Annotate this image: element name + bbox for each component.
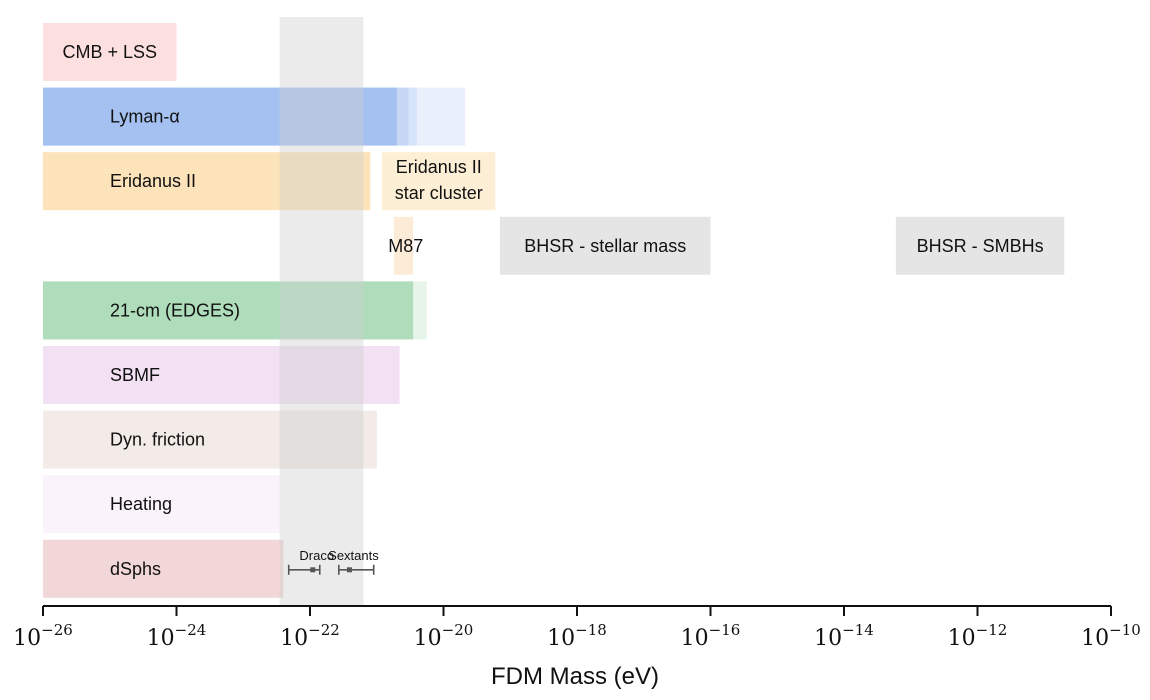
- bar-bhsr-smbhs-0: [895, 216, 1065, 275]
- bar-lyman-2: [43, 87, 417, 146]
- x-axis-label: FDM Mass (eV): [491, 663, 659, 690]
- bar-21-cm-edges-0: [43, 281, 414, 340]
- error-bar-center: [310, 567, 316, 573]
- error-bar-center: [346, 567, 352, 573]
- label-lyman: Lyman-α: [110, 107, 180, 127]
- x-tick-label: 10−12: [948, 621, 1008, 651]
- x-tick-label: 10−22: [280, 621, 340, 651]
- error-bar-draco: Draco: [287, 548, 334, 575]
- label-cmb-lss: CMB + LSS: [62, 42, 157, 62]
- label-m87: M87: [388, 236, 423, 256]
- label-sbmf: SBMF: [110, 365, 160, 385]
- label-bhsr-stellar-mass: BHSR - stellar mass: [524, 236, 686, 256]
- label-eridanus-ii-star-cluster-line-1: star cluster: [395, 183, 483, 203]
- bar-dyn-friction-0: [43, 410, 377, 469]
- label-eridanus-ii: Eridanus II: [110, 171, 196, 191]
- label-dsphs: dSphs: [110, 559, 161, 579]
- x-tick-label: 10−18: [547, 621, 607, 651]
- label-heating: Heating: [110, 494, 172, 514]
- x-tick-label: 10−20: [414, 621, 474, 651]
- bar-lyman-1: [43, 87, 409, 146]
- labels-layer: CMB + LSS Lyman-α Eridanus II Eridanus II st…: [62, 42, 1043, 579]
- bar-sbmf-0: [43, 346, 400, 404]
- shaded-region: [279, 17, 364, 606]
- bar-eridanus-ii-0: [43, 152, 371, 211]
- label-dyn-friction: Dyn. friction: [110, 430, 205, 450]
- bar-m87-0: [393, 216, 414, 275]
- bar-lyman-0: [43, 87, 397, 146]
- x-axis: 10−26 10−24 10−22 10−20 10−18 10−16 10−14 10−12…: [13, 605, 1141, 651]
- label-21-cm-edges: 21-cm (EDGES): [110, 300, 240, 320]
- shaded-region-layer: [279, 17, 364, 606]
- x-tick-label: 10−26: [13, 621, 73, 651]
- x-tick-label: 10−16: [681, 621, 741, 651]
- bar-bhsr-stellar-mass-0: [499, 216, 711, 275]
- error-bar-label-draco: Draco: [299, 548, 334, 563]
- bars-layer: [43, 23, 1065, 598]
- x-tick-label: 10−10: [1081, 621, 1141, 651]
- bar-heating-0: [43, 475, 280, 534]
- label-bhsr-smbhs: BHSR - SMBHs: [917, 236, 1044, 256]
- label-eridanus-ii-star-cluster-line-0: Eridanus II: [396, 157, 482, 177]
- bar-21-cm-edges-1: [43, 281, 427, 340]
- bar-eridanus-ii-star-cluster-0: [382, 152, 496, 211]
- bar-cmb-lss-0: [43, 23, 177, 81]
- bar-lyman-3: [43, 87, 465, 146]
- x-tick-label: 10−14: [814, 621, 874, 651]
- error-bar-sextants: Sextants: [328, 548, 379, 575]
- bar-dsphs-0: [43, 539, 284, 598]
- error-bar-label-sextants: Sextants: [328, 548, 379, 563]
- x-tick-label: 10−24: [147, 621, 207, 651]
